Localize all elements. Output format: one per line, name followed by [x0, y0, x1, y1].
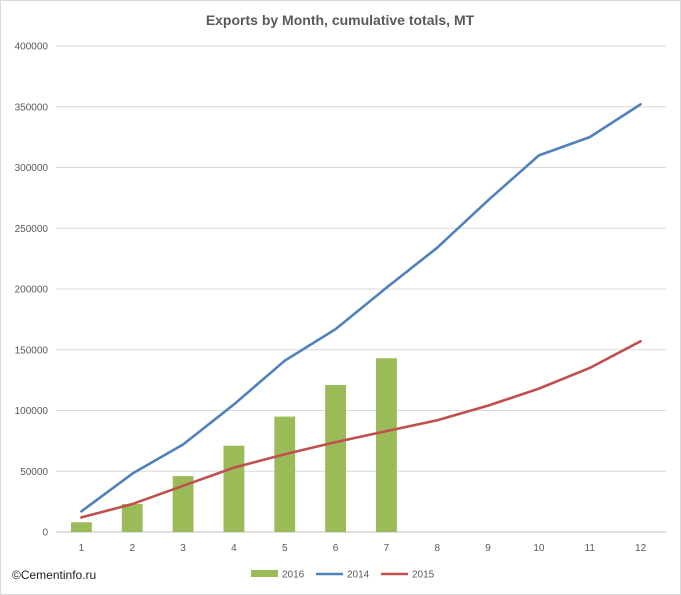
x-tick-label: 2	[129, 543, 135, 554]
y-tick-label: 150000	[15, 345, 49, 356]
lines	[80, 103, 642, 519]
legend: 2016 2014 2015	[251, 570, 435, 581]
gridlines	[56, 45, 666, 533]
x-tick-label: 3	[180, 543, 186, 554]
y-tick-label: 300000	[15, 163, 49, 174]
bars-2016	[70, 358, 397, 532]
legend-swatch-2016	[251, 570, 278, 577]
y-tick-label: 0	[42, 528, 48, 539]
line-2015	[80, 339, 642, 519]
x-tick-label: 9	[485, 543, 491, 554]
x-tick-label: 12	[635, 543, 647, 554]
legend-label-2015: 2015	[412, 570, 435, 581]
x-tick-label: 11	[585, 543, 596, 554]
bar-2016-5	[274, 416, 296, 532]
x-tick-label: 4	[231, 543, 237, 554]
x-tick-label: 1	[79, 543, 85, 554]
credit-text: ©Cementinfo.ru	[12, 568, 97, 582]
x-tick-label: 8	[434, 543, 440, 554]
bar-2016-6	[325, 384, 347, 532]
x-tick-label: 10	[533, 543, 545, 554]
x-axis-ticks: 1 2 3 4 5 6 7 8 9 10 11 12	[79, 543, 647, 554]
chart-title: Exports by Month, cumulative totals, MT	[206, 12, 475, 28]
legend-label-2014: 2014	[347, 570, 370, 581]
y-tick-label: 200000	[15, 285, 49, 296]
bar-2016-3	[172, 476, 194, 532]
legend-label-2016: 2016	[282, 570, 305, 581]
line-2014	[80, 103, 642, 513]
bar-2016-4	[223, 445, 245, 532]
y-tick-label: 100000	[15, 406, 49, 417]
bar-2016-2	[121, 504, 143, 532]
y-axis-ticks: 0 50000 100000 150000 200000 250000 300000 3500…	[15, 42, 49, 539]
y-tick-label: 50000	[20, 467, 48, 478]
bar-2016-1	[70, 522, 92, 532]
y-tick-label: 250000	[15, 224, 49, 235]
y-tick-label: 400000	[15, 42, 49, 53]
bar-2016-7	[375, 358, 397, 532]
x-tick-label: 5	[282, 543, 288, 554]
x-tick-label: 6	[333, 543, 339, 554]
x-tick-label: 7	[384, 543, 390, 554]
y-tick-label: 350000	[15, 102, 49, 113]
